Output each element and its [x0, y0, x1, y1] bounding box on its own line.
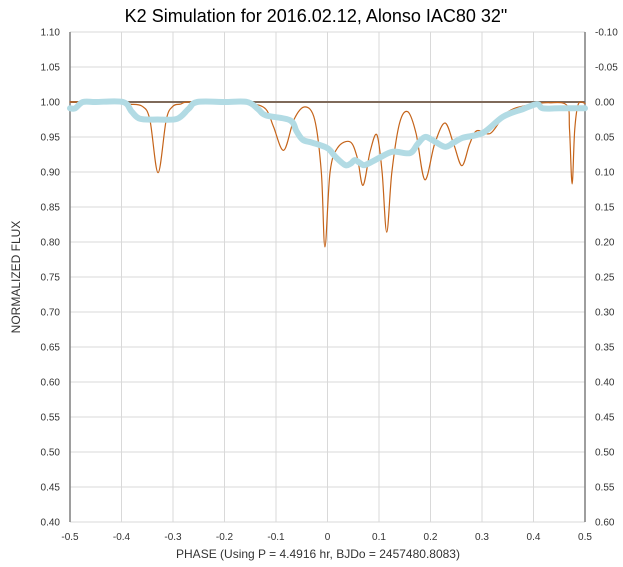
y-tick-label: 0.60	[41, 378, 61, 389]
x-tick-label: 0.2	[424, 532, 438, 543]
x-tick-label: 0.1	[372, 532, 386, 543]
y-tick-label: 0.90	[41, 168, 61, 179]
y-tick-label: 0.75	[41, 273, 61, 284]
y2-tick-label: 0.20	[595, 238, 615, 249]
y2-tick-label: 0.10	[595, 168, 615, 179]
y-tick-label: 0.55	[41, 413, 61, 424]
y-tick-label: 0.65	[41, 343, 61, 354]
y2-tick-label: 0.55	[595, 483, 615, 494]
x-tick-label: 0.3	[475, 532, 489, 543]
y2-tick-label: 0.00	[595, 98, 615, 109]
y-tick-label: 0.40	[41, 518, 61, 529]
y-tick-label: 0.80	[41, 238, 61, 249]
x-tick-label: -0.4	[113, 532, 131, 543]
y-tick-label: 0.70	[41, 308, 61, 319]
y-tick-label: 0.85	[41, 203, 61, 214]
y-tick-label: 0.95	[41, 133, 61, 144]
y2-tick-label: 0.40	[595, 378, 615, 389]
chart-title: K2 Simulation for 2016.02.12, Alonso IAC…	[125, 6, 508, 26]
y2-tick-label: 0.30	[595, 308, 615, 319]
grid	[69, 31, 586, 523]
x-tick-label: -0.3	[164, 532, 182, 543]
y2-tick-label: -0.10	[595, 28, 618, 39]
x-tick-label: 0.5	[578, 532, 592, 543]
x-tick-label: -0.1	[267, 532, 285, 543]
y-tick-label: 0.50	[41, 448, 61, 459]
y-axis-label: NORMALIZED FLUX	[9, 221, 23, 334]
y2-tick-label: 0.25	[595, 273, 615, 284]
tick-labels: 1.10 1.05 1.00 0.95 0.90 0.85 0.80 0.75 0.70 0.65…	[41, 28, 619, 544]
y-tick-label: 0.45	[41, 483, 61, 494]
y-tick-label: 1.00	[41, 98, 61, 109]
y-tick-label: 1.10	[41, 28, 61, 39]
series-line-observed	[67, 98, 588, 169]
series-group	[67, 98, 588, 248]
x-tick-label: 0	[325, 532, 331, 543]
y2-tick-label: 0.35	[595, 343, 615, 354]
y2-tick-label: 0.50	[595, 448, 615, 459]
y2-tick-label: 0.15	[595, 203, 615, 214]
x-axis-label: PHASE (Using P = 4.4916 hr, BJDo = 24574…	[176, 547, 460, 561]
y2-tick-label: 0.05	[595, 133, 615, 144]
x-tick-label: 0.4	[527, 532, 541, 543]
y-tick-label: 1.05	[41, 63, 61, 74]
y2-tick-label: -0.05	[595, 63, 618, 74]
y2-tick-label: 0.60	[595, 518, 615, 529]
y2-tick-label: 0.45	[595, 413, 615, 424]
x-tick-label: -0.2	[216, 532, 234, 543]
x-tick-label: -0.5	[61, 532, 79, 543]
